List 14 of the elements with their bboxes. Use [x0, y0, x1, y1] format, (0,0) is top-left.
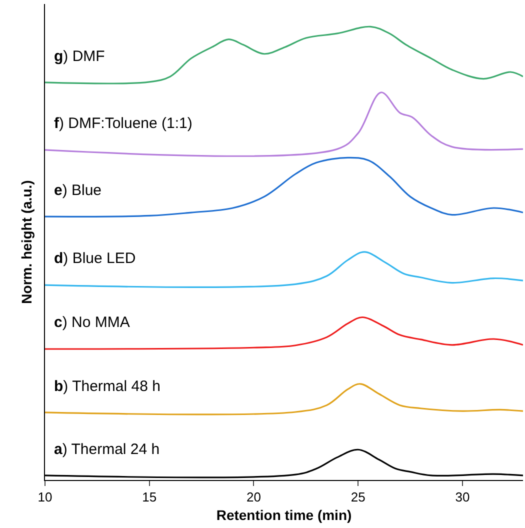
- series-label: a) Thermal 24 h: [54, 441, 160, 458]
- series-label: f) DMF:Toluene (1:1): [54, 115, 192, 132]
- y-axis-title: Norm. height (a.u.): [18, 180, 34, 304]
- series-label: e) Blue: [54, 182, 102, 199]
- series-label: d) Blue LED: [54, 250, 136, 267]
- x-tick-label: 30: [455, 490, 470, 505]
- series-label: g) DMF: [54, 48, 105, 65]
- x-tick-label: 25: [350, 490, 366, 505]
- x-tick-label: 20: [246, 490, 261, 505]
- series-label: b) Thermal 48 h: [54, 378, 160, 395]
- x-tick-label: 15: [142, 490, 157, 505]
- series-label: c) No MMA: [54, 314, 130, 331]
- x-tick-label: 10: [38, 490, 52, 505]
- x-axis-title: Retention time (min): [216, 507, 352, 523]
